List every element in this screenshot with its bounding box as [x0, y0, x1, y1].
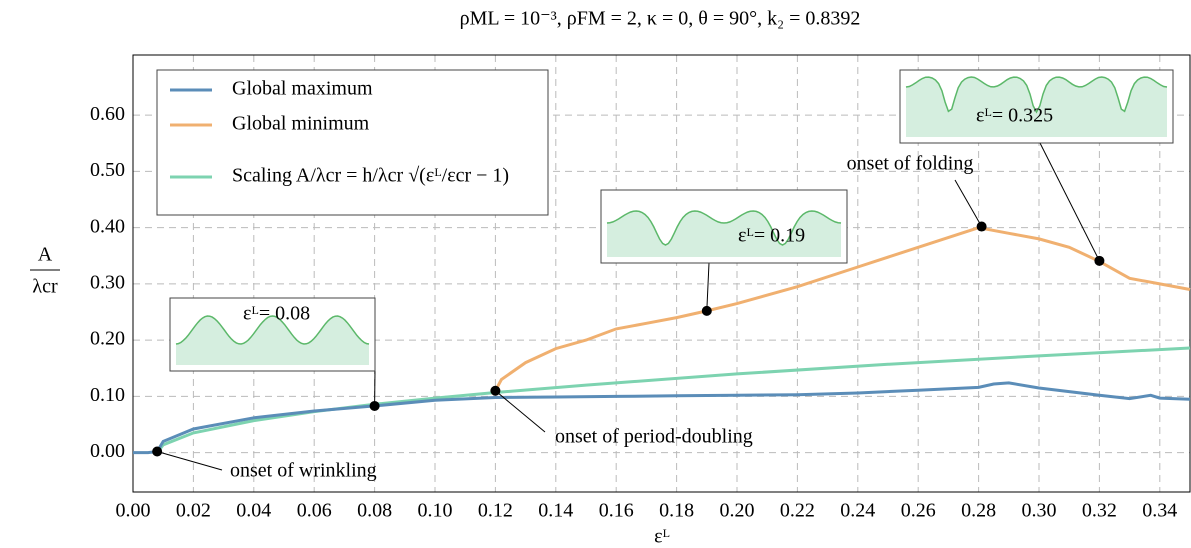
marker	[369, 400, 380, 411]
annotation: onset of folding	[847, 153, 974, 175]
inset-label: εᴸ= 0.19	[738, 225, 805, 247]
legend-box	[156, 69, 549, 216]
y-tick-label: 0.50	[90, 159, 125, 181]
x-tick-label: 0.10	[418, 500, 453, 522]
inset-wave	[905, 76, 1168, 114]
plot-frame	[132, 54, 1191, 493]
x-tick-label: 0.22	[780, 500, 815, 522]
inset-wave	[175, 315, 370, 345]
marker	[490, 385, 501, 396]
annotation: onset of wrinkling	[230, 460, 377, 482]
connector	[495, 390, 546, 433]
connector	[954, 179, 983, 227]
y-tick-label: 0.20	[90, 328, 125, 350]
annotation: onset of period-doubling	[555, 426, 753, 448]
inset-fill	[176, 316, 369, 365]
data-line	[156, 346, 1191, 454]
x-tick-label: 0.28	[961, 500, 996, 522]
inset-fill	[906, 77, 1167, 137]
marker	[701, 305, 712, 316]
y-tick-label: 0.30	[90, 271, 125, 293]
x-tick-label: 0.02	[176, 500, 211, 522]
marker	[976, 221, 987, 232]
x-tick-label: 0.00	[116, 500, 151, 522]
connector	[1039, 142, 1100, 262]
x-tick-label: 0.06	[297, 500, 332, 522]
y-tick-label: 0.60	[90, 103, 125, 125]
legend-label: Global minimum	[232, 113, 370, 135]
x-tick-label: 0.18	[659, 500, 694, 522]
x-tick-label: 0.32	[1082, 500, 1117, 522]
x-tick-label: 0.16	[599, 500, 634, 522]
marker	[1094, 255, 1105, 266]
x-tick-label: 0.34	[1142, 500, 1177, 522]
x-tick-label: 0.26	[901, 500, 936, 522]
inset-wave	[606, 210, 842, 246]
y-tick-label: 0.00	[90, 440, 125, 462]
x-axis-label: εᴸ	[654, 526, 670, 548]
x-tick-label: 0.12	[478, 500, 513, 522]
connector	[706, 262, 710, 311]
y-tick-label: 0.10	[90, 384, 125, 406]
inset-label: εᴸ= 0.325	[976, 105, 1053, 127]
legend-label: Global maximum	[232, 78, 373, 100]
y-axis-label: A	[38, 244, 53, 266]
x-tick-label: 0.08	[357, 500, 392, 522]
x-tick-label: 0.24	[840, 500, 875, 522]
connector	[157, 451, 223, 471]
marker	[152, 446, 163, 457]
x-tick-label: 0.14	[538, 500, 573, 522]
x-tick-label: 0.20	[720, 500, 755, 522]
chart-title: ρML = 10⁻³, ρFM = 2, κ = 0, θ = 90°, k₂ …	[460, 8, 861, 30]
y-axis-label: λcr	[32, 276, 58, 298]
legend-label: Scaling A/λcr = h/λcr √(εᴸ/εcr − 1)	[232, 165, 509, 187]
x-tick-label: 0.30	[1022, 500, 1057, 522]
x-tick-label: 0.04	[236, 500, 271, 522]
data-line	[494, 226, 1191, 392]
data-line	[133, 381, 1191, 455]
y-tick-label: 0.40	[90, 215, 125, 237]
inset-label: εᴸ= 0.08	[243, 303, 310, 325]
